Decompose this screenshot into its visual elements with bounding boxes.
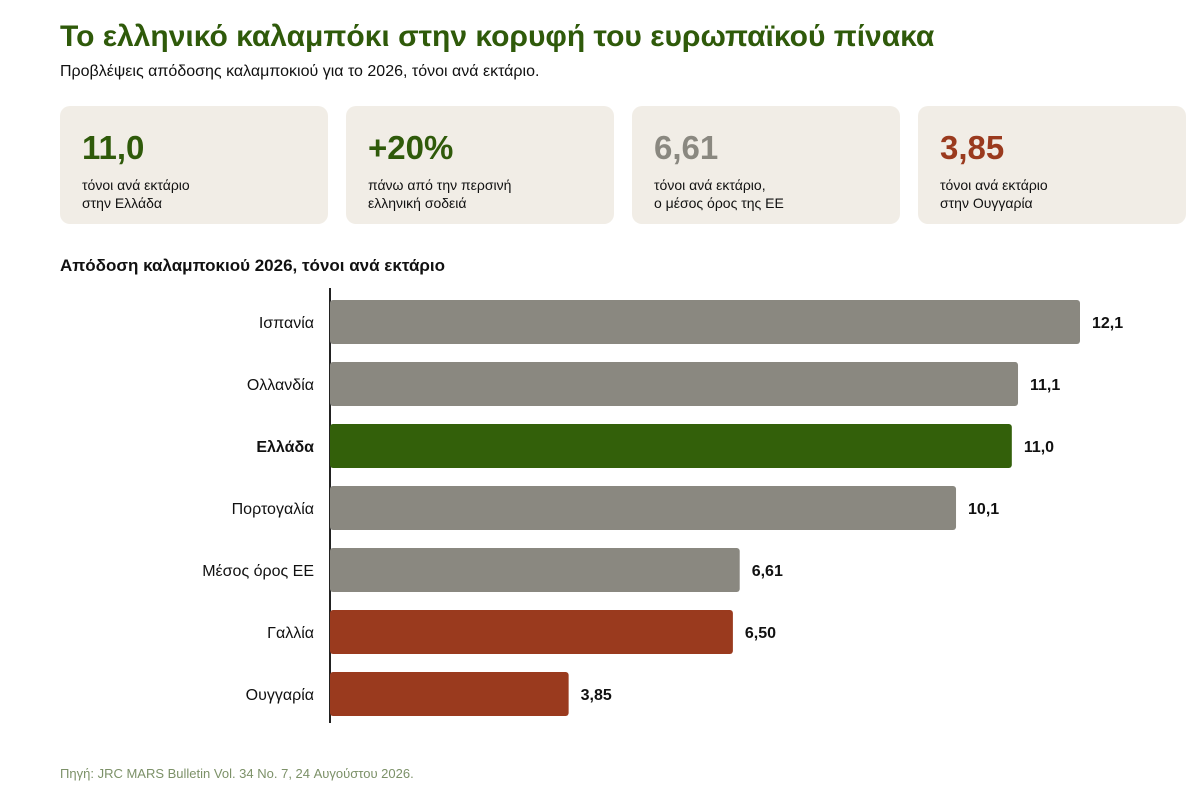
chart-title: Απόδοση καλαμποκιού 2026, τόνοι ανά εκτά…: [60, 256, 446, 275]
value-label: 11,1: [1030, 377, 1060, 394]
value-label: 12,1: [1092, 315, 1123, 332]
value-label: 10,1: [968, 501, 999, 518]
bar-5: [330, 610, 733, 654]
stat-label-line: στην Ελλάδα: [82, 195, 162, 211]
bar-6: [330, 672, 569, 716]
category-label: Πορτογαλία: [232, 501, 314, 518]
page-title: Το ελληνικό καλαμπόκι στην κορυφή του ευ…: [60, 20, 935, 53]
stat-label-line: στην Ουγγαρία: [940, 195, 1033, 211]
stat-card-greece-yield: 11,0 τόνοι ανά εκτάριο στην Ελλάδα: [60, 106, 328, 224]
stat-label: πάνω από την περσινή ελληνική σοδειά: [368, 176, 592, 212]
stat-card-eu-average: 6,61 τόνοι ανά εκτάριο, ο μέσος όρος της…: [632, 106, 900, 224]
stat-label-line: πάνω από την περσινή: [368, 177, 512, 193]
stat-value: +20%: [368, 129, 454, 166]
category-label: Ολλανδία: [247, 377, 314, 394]
stat-cards: 11,0 τόνοι ανά εκτάριο στην Ελλάδα +20% …: [60, 106, 1186, 224]
stat-label-line: τόνοι ανά εκτάριο,: [654, 177, 766, 193]
stat-label-line: ελληνική σοδειά: [368, 195, 467, 211]
value-label: 6,50: [745, 625, 776, 642]
stat-label-line: τόνοι ανά εκτάριο: [940, 177, 1048, 193]
bar-chart: Ισπανία 12,1 Ολλανδία 11,1 Ελλάδα 11,0 Πορτογα…: [202, 288, 1123, 723]
stat-card-hungary-yield: 3,85 τόνοι ανά εκτάριο στην Ουγγαρία: [918, 106, 1186, 224]
bar-3: [330, 486, 957, 530]
source-note: Πηγή: JRC MARS Bulletin Vol. 34 No. 7, 2…: [60, 766, 414, 781]
value-label: 6,61: [752, 563, 783, 580]
stat-label-line: τόνοι ανά εκτάριο: [82, 177, 190, 193]
category-label: Ουγγαρία: [246, 687, 314, 704]
stat-value: 11,0: [82, 129, 145, 166]
stat-value: 3,85: [940, 129, 1005, 166]
stat-label-line: ο μέσος όρος της ΕΕ: [654, 195, 784, 211]
category-label: Ελλάδα: [256, 439, 314, 456]
stat-label: τόνοι ανά εκτάριο στην Ελλάδα: [82, 176, 306, 212]
bar-4: [330, 548, 740, 592]
stat-label: τόνοι ανά εκτάριο, ο μέσος όρος της ΕΕ: [654, 176, 878, 212]
stat-label: τόνοι ανά εκτάριο στην Ουγγαρία: [940, 176, 1164, 212]
bar-2: [330, 424, 1012, 468]
value-label: 11,0: [1024, 439, 1054, 456]
stat-value: 6,61: [654, 129, 719, 166]
bar-0: [330, 300, 1080, 344]
category-label: Μέσος όρος ΕΕ: [202, 563, 314, 580]
bar-1: [330, 362, 1019, 406]
value-label: 3,85: [581, 687, 612, 704]
category-label: Ισπανία: [259, 315, 314, 332]
category-label: Γαλλία: [267, 625, 314, 642]
stat-card-growth: +20% πάνω από την περσινή ελληνική σοδει…: [346, 106, 614, 224]
page-subtitle: Προβλέψεις απόδοσης καλαμποκιού για το 2…: [60, 63, 540, 80]
